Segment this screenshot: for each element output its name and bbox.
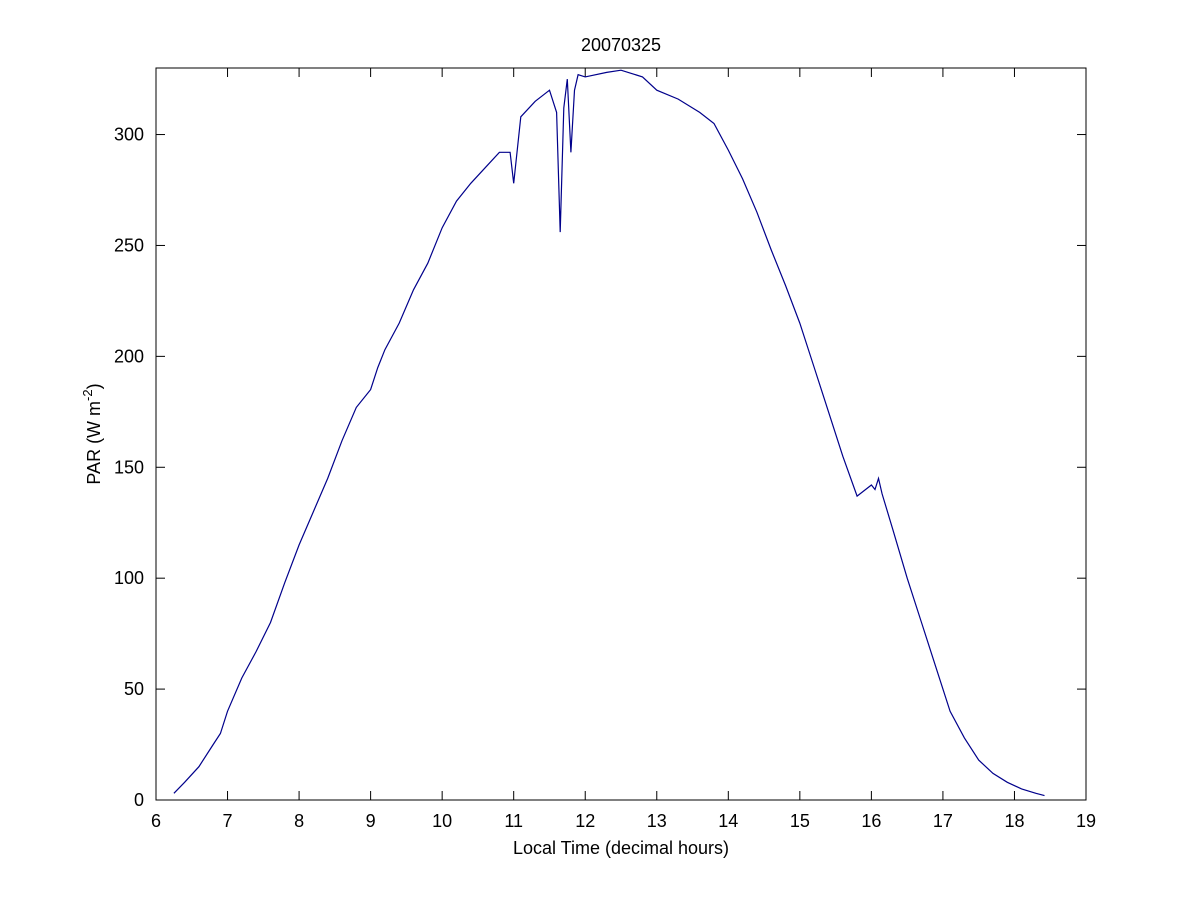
y-tick-label-4: 200	[114, 346, 144, 366]
x-tick-label-3: 9	[366, 811, 376, 831]
chart-title: 20070325	[581, 35, 661, 55]
x-axis-label: Local Time (decimal hours)	[513, 838, 729, 858]
y-axis-label-suffix: )	[84, 383, 104, 389]
y-axis-ticks: 0 50 100 150 200 250 300	[114, 125, 1086, 810]
x-tick-label-13: 19	[1076, 811, 1096, 831]
x-tick-label-4: 10	[432, 811, 452, 831]
x-axis-ticks: 6 7 8 9 10 11 12 13 14 15 16 17 18 19	[151, 68, 1096, 831]
x-tick-label-0: 6	[151, 811, 161, 831]
y-tick-label-5: 250	[114, 235, 144, 255]
y-tick-label-2: 100	[114, 568, 144, 588]
y-axis-label: PAR (W m-2)	[80, 383, 104, 484]
plot-frame	[155, 67, 1087, 801]
x-tick-label-11: 17	[933, 811, 953, 831]
y-tick-label-3: 150	[114, 457, 144, 477]
x-tick-label-2: 8	[294, 811, 304, 831]
x-tick-label-9: 15	[790, 811, 810, 831]
y-tick-label-6: 300	[114, 125, 144, 145]
x-tick-label-5: 11	[504, 811, 523, 831]
x-tick-label-1: 7	[223, 811, 233, 831]
x-tick-label-8: 14	[718, 811, 738, 831]
y-axis-label-main: PAR (W m	[84, 401, 104, 485]
x-tick-label-12: 18	[1004, 811, 1024, 831]
y-tick-label-0: 0	[134, 790, 144, 810]
x-tick-label-6: 12	[575, 811, 595, 831]
y-tick-label-1: 50	[124, 679, 144, 699]
y-axis-label-superscript: -2	[80, 389, 95, 401]
par-series-line	[173, 69, 1045, 797]
x-tick-label-7: 13	[647, 811, 667, 831]
x-tick-label-10: 16	[861, 811, 881, 831]
plot-background	[156, 68, 1086, 800]
